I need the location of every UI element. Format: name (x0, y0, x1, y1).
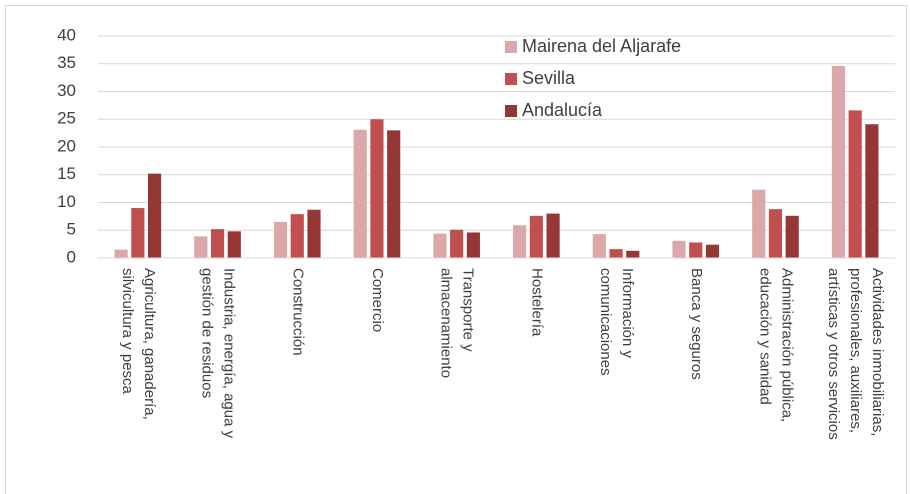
y-tick-label: 40 (57, 25, 76, 44)
x-tick-label-line: Comercio (369, 268, 386, 332)
bar (131, 208, 145, 258)
y-tick-label: 0 (67, 247, 76, 266)
x-tick-label-line: Actividades inmobiliarias, (869, 268, 886, 436)
bar (227, 231, 241, 258)
y-tick-label: 15 (57, 164, 76, 183)
x-tick-label-line: gestión de residuos (199, 268, 216, 398)
x-tick-label-line: educación y sanidad (756, 268, 773, 405)
bar (609, 249, 623, 258)
x-tick-label: Administración pública, educación y sanid… (756, 268, 795, 422)
y-tick-label: 20 (57, 136, 76, 155)
bar (626, 250, 640, 258)
bar (353, 129, 367, 258)
x-tick-label-line: Banca y seguros (688, 268, 705, 380)
x-tick-label-line: Industria, energía, agua y (221, 268, 238, 439)
x-tick-label-line: Hostelería (528, 268, 545, 337)
bar (450, 229, 464, 258)
y-tick-label: 35 (57, 53, 76, 72)
bar (433, 233, 447, 258)
x-tick-label-line: profesionales, auxiliares, (847, 268, 864, 433)
bar (865, 124, 879, 259)
legend-label: Sevilla (522, 68, 576, 88)
x-tick-label: Banca y seguros (688, 268, 705, 380)
bar (513, 225, 527, 258)
y-tick-label: 25 (57, 109, 76, 128)
x-tick-label: Agricultura, ganadería, silvicultura y pe… (119, 268, 158, 420)
x-tick-label-line: comunicaciones (597, 268, 614, 376)
bar (387, 130, 401, 258)
bar (466, 232, 480, 258)
bar (370, 119, 384, 258)
y-tick-label: 30 (57, 81, 76, 100)
bar (273, 221, 288, 258)
bar (290, 214, 304, 258)
bar (672, 240, 686, 258)
x-tick-label-line: Construcción (289, 268, 306, 356)
x-tick-label: Información y comunicaciones (597, 268, 636, 376)
legend-swatch (505, 73, 517, 85)
y-tick-label: 10 (57, 192, 76, 211)
legend-label: Mairena del Aljarafe (522, 36, 681, 56)
x-tick-label-line: artísticas y otros servicios (825, 268, 842, 440)
x-tick-label-line: Transporte y (460, 268, 477, 352)
bar (689, 242, 703, 258)
bar (592, 234, 606, 258)
bar (210, 229, 225, 258)
y-tick-label: 5 (67, 220, 76, 239)
x-tick-label: Construcción (289, 268, 306, 356)
bar (752, 189, 766, 258)
legend-swatch (505, 105, 517, 117)
bar (831, 65, 845, 258)
bar (114, 249, 128, 258)
bar (194, 236, 208, 258)
bar (848, 110, 862, 259)
x-tick-label-line: almacenamiento (438, 268, 455, 378)
x-tick-label: Transporte y almacenamiento (438, 268, 477, 378)
x-tick-label-line: Información y (619, 268, 636, 359)
x-tick-label-line: Agricultura, ganadería, (141, 268, 158, 420)
chart-frame (5, 5, 907, 494)
x-tick-label: Comercio (369, 268, 386, 332)
legend-swatch (505, 41, 517, 53)
x-tick-label: Industria, energía, agua y gestión de res… (199, 268, 238, 439)
bar (307, 209, 321, 258)
bar (785, 215, 799, 258)
x-tick-label: Hostelería (528, 268, 545, 337)
x-tick-label-line: silvicultura y pesca (119, 268, 136, 395)
legend-label: Andalucía (522, 100, 603, 120)
bar (705, 244, 720, 258)
bar (546, 213, 560, 258)
bar (148, 173, 162, 258)
x-tick-label: Actividades inmobiliarias, profesionales,… (825, 268, 886, 440)
x-tick-label-line: Administración pública, (778, 268, 795, 422)
bar (529, 215, 543, 258)
bar (768, 209, 783, 258)
